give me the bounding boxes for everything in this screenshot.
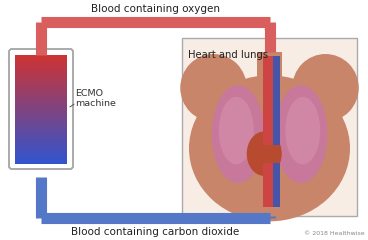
Bar [15, 155, 67, 158]
Text: Blood containing carbon dioxide: Blood containing carbon dioxide [71, 227, 239, 237]
Bar [15, 117, 67, 120]
Ellipse shape [275, 85, 327, 183]
Bar [15, 128, 67, 132]
Bar [15, 144, 67, 148]
Bar [15, 122, 67, 126]
Bar [15, 60, 67, 64]
Bar [15, 141, 67, 145]
Bar [262, 56, 273, 145]
Bar [15, 63, 67, 66]
Bar [15, 71, 67, 75]
Bar [15, 90, 67, 94]
Bar [15, 152, 67, 156]
Bar [15, 96, 67, 99]
Bar [15, 93, 67, 96]
Bar [15, 112, 67, 115]
Bar [15, 114, 67, 118]
Text: © 2018 Healthwise: © 2018 Healthwise [304, 231, 365, 236]
Bar [15, 77, 67, 80]
Bar [15, 131, 67, 134]
Bar [15, 98, 67, 102]
Bar [257, 52, 282, 91]
Text: Heart and lungs: Heart and lungs [188, 50, 268, 60]
Text: Blood containing oxygen: Blood containing oxygen [91, 4, 220, 14]
Bar [15, 74, 67, 77]
Bar [15, 87, 67, 91]
Bar [15, 158, 67, 161]
Bar [15, 55, 67, 59]
FancyBboxPatch shape [9, 49, 73, 169]
Bar [15, 104, 67, 107]
Bar [15, 68, 67, 72]
Bar [15, 139, 67, 142]
Bar [15, 109, 67, 113]
Bar [15, 106, 67, 110]
Bar [273, 163, 280, 207]
Bar [15, 147, 67, 150]
Bar [15, 101, 67, 104]
Ellipse shape [292, 54, 359, 122]
Ellipse shape [189, 75, 350, 221]
Bar [15, 150, 67, 153]
Bar [15, 79, 67, 83]
FancyBboxPatch shape [182, 38, 357, 216]
Bar [15, 133, 67, 137]
Text: ECMO: ECMO [75, 89, 103, 98]
Ellipse shape [247, 132, 282, 176]
Ellipse shape [219, 97, 254, 164]
Bar [273, 56, 280, 145]
Bar [15, 58, 67, 61]
Bar [15, 136, 67, 139]
Bar [15, 120, 67, 123]
Text: machine: machine [75, 99, 116, 108]
Bar [15, 125, 67, 129]
Ellipse shape [212, 85, 264, 183]
Bar [15, 66, 67, 69]
Bar [15, 160, 67, 164]
Ellipse shape [285, 97, 320, 164]
Bar [15, 82, 67, 85]
Ellipse shape [180, 54, 247, 122]
Bar [262, 163, 273, 207]
Bar [15, 85, 67, 88]
